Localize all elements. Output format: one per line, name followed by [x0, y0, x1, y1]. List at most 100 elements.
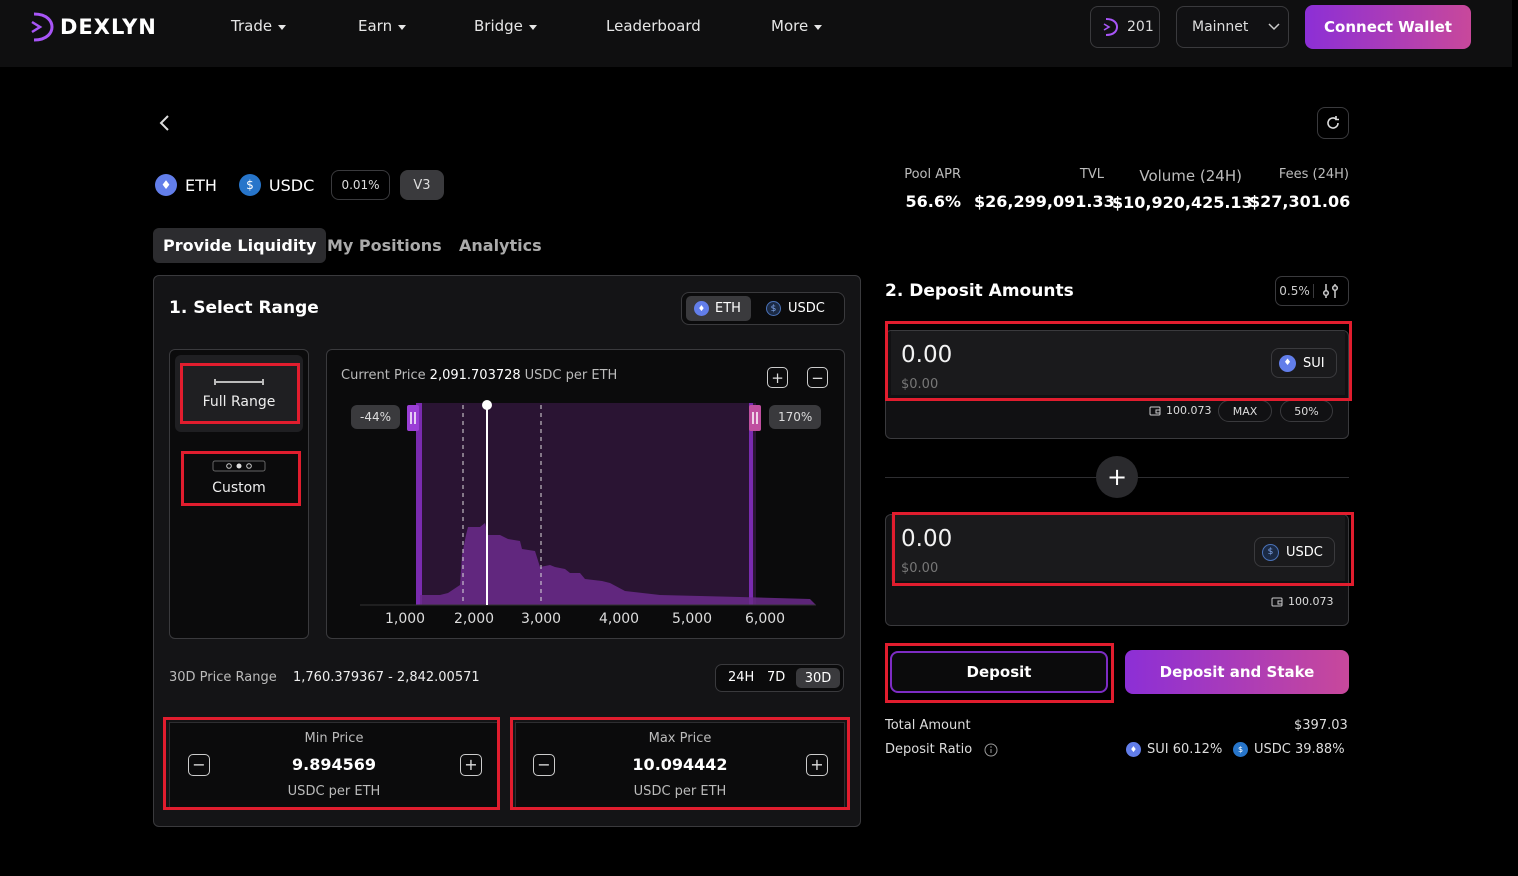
info-icon[interactable]	[984, 743, 998, 757]
tab-my-positions[interactable]: My Positions	[327, 236, 442, 255]
total-amount-label: Total Amount	[885, 718, 971, 733]
min-price-label: Min Price	[304, 731, 364, 746]
x-tick: 1,000	[385, 611, 426, 627]
network-select[interactable]: Mainnet	[1176, 6, 1289, 48]
nav-more-label: More	[771, 17, 809, 35]
current-price: Current Price 2,091.703728 USDC per ETH	[341, 368, 617, 383]
settings-sliders-icon	[1322, 284, 1339, 298]
back-arrow-icon[interactable]	[158, 114, 172, 132]
half-button[interactable]: 50%	[1280, 400, 1333, 422]
nav-leaderboard[interactable]: Leaderboard	[606, 17, 701, 35]
liquidity-histogram	[360, 400, 816, 606]
deposit-button[interactable]: Deposit	[890, 651, 1108, 693]
period-30d[interactable]: 30D	[796, 668, 840, 688]
ratio-a: ♦ SUI 60.12%	[1126, 742, 1222, 757]
deposit-and-stake-button[interactable]: Deposit and Stake	[1125, 650, 1349, 694]
ratio-b-value: USDC 39.88%	[1254, 742, 1345, 757]
token-b-label: USDC	[268, 175, 315, 195]
amount-usd-a: $0.00	[901, 377, 939, 392]
chevron-down-icon	[814, 24, 823, 30]
full-range-option[interactable]: Full Range	[175, 355, 303, 432]
dexlyn-logo-icon	[31, 12, 54, 42]
token-select-a[interactable]: ♦ SUI	[1271, 348, 1337, 378]
period-24h[interactable]: 24H	[728, 670, 755, 685]
min-price-increase-button[interactable]: +	[460, 754, 482, 776]
ratio-a-value: SUI 60.12%	[1147, 742, 1223, 757]
x-tick: 2,000	[454, 611, 495, 627]
min-price-box: Min Price 9.894569 USDC per ETH − +	[169, 722, 499, 808]
zoom-in-button[interactable]: +	[767, 367, 788, 388]
stat-value-volume: $10,920,425.13	[1112, 193, 1253, 212]
custom-range-option[interactable]: Custom	[175, 448, 303, 508]
min-price-value[interactable]: 9.894569	[291, 755, 376, 774]
period-7d[interactable]: 7D	[767, 670, 786, 685]
max-price-increase-button[interactable]: +	[806, 754, 828, 776]
period-toggle: 24H 7D 30D	[715, 664, 844, 692]
zoom-out-button[interactable]: −	[807, 367, 828, 388]
price-range-label: 30D Price Range	[169, 670, 277, 685]
custom-range-icon	[212, 460, 266, 472]
amount-usd-b: $0.00	[901, 561, 939, 576]
tab-analytics[interactable]: Analytics	[459, 236, 542, 255]
wallet-icon	[1271, 597, 1283, 607]
nav-trade-label: Trade	[231, 17, 273, 35]
usdc-icon: $	[1262, 543, 1279, 561]
toggle-eth[interactable]: ♦ ETH	[686, 296, 751, 321]
min-percent-badge: -44%	[351, 405, 401, 429]
x-tick: 6,000	[745, 611, 786, 627]
balance-a: 100.073	[1149, 404, 1212, 417]
token-a-label: SUI	[1303, 355, 1325, 371]
chevron-down-icon	[1268, 23, 1280, 31]
max-button[interactable]: MAX	[1218, 400, 1272, 422]
stat-value-fees: $27,301.06	[1249, 192, 1351, 211]
nav-more[interactable]: More	[771, 17, 823, 35]
refresh-button[interactable]	[1317, 107, 1349, 139]
sui-icon: ♦	[1279, 354, 1296, 372]
custom-label: Custom	[212, 480, 266, 496]
max-price-decrease-button[interactable]: −	[533, 754, 555, 776]
chevron-down-icon	[398, 24, 407, 30]
full-range-icon	[214, 378, 264, 385]
nav-earn[interactable]: Earn	[358, 17, 407, 35]
logo[interactable]: DEXLYN	[30, 10, 157, 44]
top-nav-bar: DEXLYN Trade Earn Bridge Leaderboard Mor…	[0, 0, 1512, 67]
stat-label-volume: Volume (24H)	[1139, 167, 1242, 185]
max-price-label: Max Price	[648, 731, 712, 746]
current-price-unit: USDC per ETH	[524, 368, 618, 383]
fee-tier-badge: 0.01%	[331, 170, 390, 200]
stat-label-fees: Fees (24H)	[1278, 167, 1349, 182]
stat-value-tvl: $26,299,091.33	[974, 192, 1115, 211]
slippage-settings[interactable]: 0.5%	[1275, 276, 1349, 306]
full-range-label: Full Range	[202, 393, 276, 410]
current-price-value: 2,091.703728	[429, 368, 521, 383]
points-value: 201	[1127, 19, 1154, 35]
chevron-down-icon	[528, 24, 537, 30]
connect-wallet-button[interactable]: Connect Wallet	[1305, 5, 1471, 49]
amount-input-a-bg	[891, 331, 1345, 395]
toggle-usdc[interactable]: $ USDC	[766, 296, 840, 321]
token-pair: ♦ ETH $ USDC	[155, 174, 314, 196]
max-price-value[interactable]: 10.094442	[632, 755, 728, 774]
amount-input-b[interactable]: 0.00	[901, 526, 953, 552]
points-button[interactable]: 201	[1090, 6, 1160, 48]
chevron-down-icon	[278, 24, 287, 30]
max-price-box: Max Price 10.094442 USDC per ETH − +	[515, 722, 845, 808]
current-price-label: Current Price	[341, 368, 426, 383]
token-select-b[interactable]: $ USDC	[1254, 537, 1335, 567]
max-price-unit: USDC per ETH	[633, 784, 727, 799]
usdc-icon: $	[766, 301, 781, 316]
nav-bridge[interactable]: Bridge	[474, 17, 537, 35]
nav-bridge-label: Bridge	[474, 17, 523, 35]
x-tick: 3,000	[521, 611, 562, 627]
refresh-icon	[1327, 116, 1339, 129]
nav-trade[interactable]: Trade	[231, 17, 287, 35]
sui-icon: ♦	[1126, 742, 1141, 757]
wallet-icon	[1149, 406, 1161, 416]
price-range-value: 1,760.379367 - 2,842.00571	[293, 670, 480, 685]
min-price-decrease-button[interactable]: −	[188, 754, 210, 776]
stat-label-apr: Pool APR	[904, 167, 961, 182]
logo-text: DEXLYN	[60, 15, 157, 39]
tab-provide-liquidity[interactable]: Provide Liquidity	[153, 228, 327, 263]
amount-input-a[interactable]: 0.00	[901, 342, 953, 368]
balance-a-value: 100.073	[1166, 404, 1212, 417]
